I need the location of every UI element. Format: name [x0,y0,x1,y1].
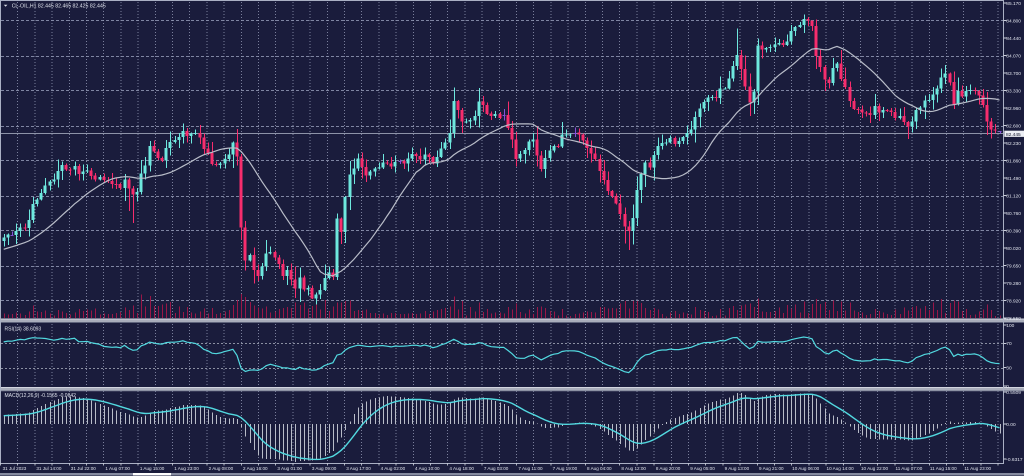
svg-text:84.440: 84.440 [1006,36,1021,42]
svg-text:81.490: 81.490 [1006,176,1021,182]
svg-text:0.00: 0.00 [1006,422,1016,428]
svg-text:0.5509: 0.5509 [1006,390,1021,396]
svg-text:-0.6317: -0.6317 [1006,457,1023,463]
svg-text:80.020: 80.020 [1006,246,1021,252]
svg-text:8 Aug 04:00: 8 Aug 04:00 [587,466,612,471]
svg-text:78.550: 78.550 [1006,316,1021,322]
svg-text:79.650: 79.650 [1006,263,1021,269]
svg-text:79.280: 79.280 [1006,281,1021,287]
svg-text:4 Aug 10:00: 4 Aug 10:00 [415,466,440,471]
svg-text:7 Aug 11:00: 7 Aug 11:00 [518,466,543,471]
svg-text:11 Aug 07:00: 11 Aug 07:00 [896,466,923,471]
svg-text:3 Aug 17:00: 3 Aug 17:00 [346,466,371,471]
svg-text:82.445: 82.445 [1006,132,1021,138]
svg-text:31 Jul 22:00: 31 Jul 22:00 [71,466,96,471]
svg-text:2 Aug 16:00: 2 Aug 16:00 [243,466,268,471]
svg-text:8 Aug 20:00: 8 Aug 20:00 [656,466,681,471]
svg-text:81.120: 81.120 [1006,193,1021,199]
svg-text:1 Aug 07:00: 1 Aug 07:00 [105,466,130,471]
svg-text:81.860: 81.860 [1006,158,1021,164]
svg-text:4 Aug 02:00: 4 Aug 02:00 [381,466,406,471]
svg-text:84.800: 84.800 [1006,18,1021,24]
svg-text:2 Aug 08:00: 2 Aug 08:00 [209,466,234,471]
svg-text:8 Aug 12:00: 8 Aug 12:00 [621,466,646,471]
svg-text:80.760: 80.760 [1006,211,1021,217]
svg-text:9 Aug 13:00: 9 Aug 13:00 [725,466,750,471]
svg-text:85.170: 85.170 [1006,1,1021,7]
svg-text:RSI(14) 38.6093: RSI(14) 38.6093 [5,327,42,333]
svg-text:11 Aug 23:00: 11 Aug 23:00 [964,466,991,471]
svg-text:9 Aug 05:00: 9 Aug 05:00 [690,466,715,471]
svg-text:3 Aug 09:00: 3 Aug 09:00 [312,466,337,471]
svg-text:84.070: 84.070 [1006,53,1021,59]
svg-text:1 Aug 23:00: 1 Aug 23:00 [174,466,199,471]
svg-text:82.230: 82.230 [1006,141,1021,147]
svg-text:70: 70 [1006,341,1012,347]
svg-text:7 Aug 19:00: 7 Aug 19:00 [553,466,578,471]
svg-text:31 Jul 2023: 31 Jul 2023 [3,466,27,471]
svg-text:1 Aug 15:00: 1 Aug 15:00 [140,466,165,471]
svg-text:82.600: 82.600 [1006,123,1021,129]
svg-text:10 Aug 14:00: 10 Aug 14:00 [827,466,855,471]
svg-text:0: 0 [1006,384,1009,390]
svg-text:31 Jul 14:00: 31 Jul 14:00 [36,466,61,471]
svg-text:4 Aug 18:00: 4 Aug 18:00 [449,466,474,471]
svg-text:CL-OIL,H1 82.445 82.465 82.425: CL-OIL,H1 82.445 82.465 82.425 82.445 [12,4,106,10]
svg-text:10 Aug 06:00: 10 Aug 06:00 [792,466,820,471]
svg-text:83.700: 83.700 [1006,71,1021,77]
svg-text:9 Aug 21:00: 9 Aug 21:00 [759,466,784,471]
svg-text:MACD(12,26,9) -0.1565 -0.0642: MACD(12,26,9) -0.1565 -0.0642 [5,393,77,399]
svg-text:7 Aug 03:00: 7 Aug 03:00 [484,466,509,471]
svg-text:11 Aug 15:00: 11 Aug 15:00 [930,466,957,471]
svg-text:3 Aug 01:00: 3 Aug 01:00 [277,466,302,471]
svg-text:100: 100 [1006,323,1014,329]
svg-text:82.960: 82.960 [1006,106,1021,112]
svg-text:30: 30 [1006,366,1012,372]
svg-text:80.390: 80.390 [1006,228,1021,234]
svg-text:78.920: 78.920 [1006,298,1021,304]
svg-text:10 Aug 22:00: 10 Aug 22:00 [861,466,889,471]
svg-text:83.330: 83.330 [1006,88,1021,94]
